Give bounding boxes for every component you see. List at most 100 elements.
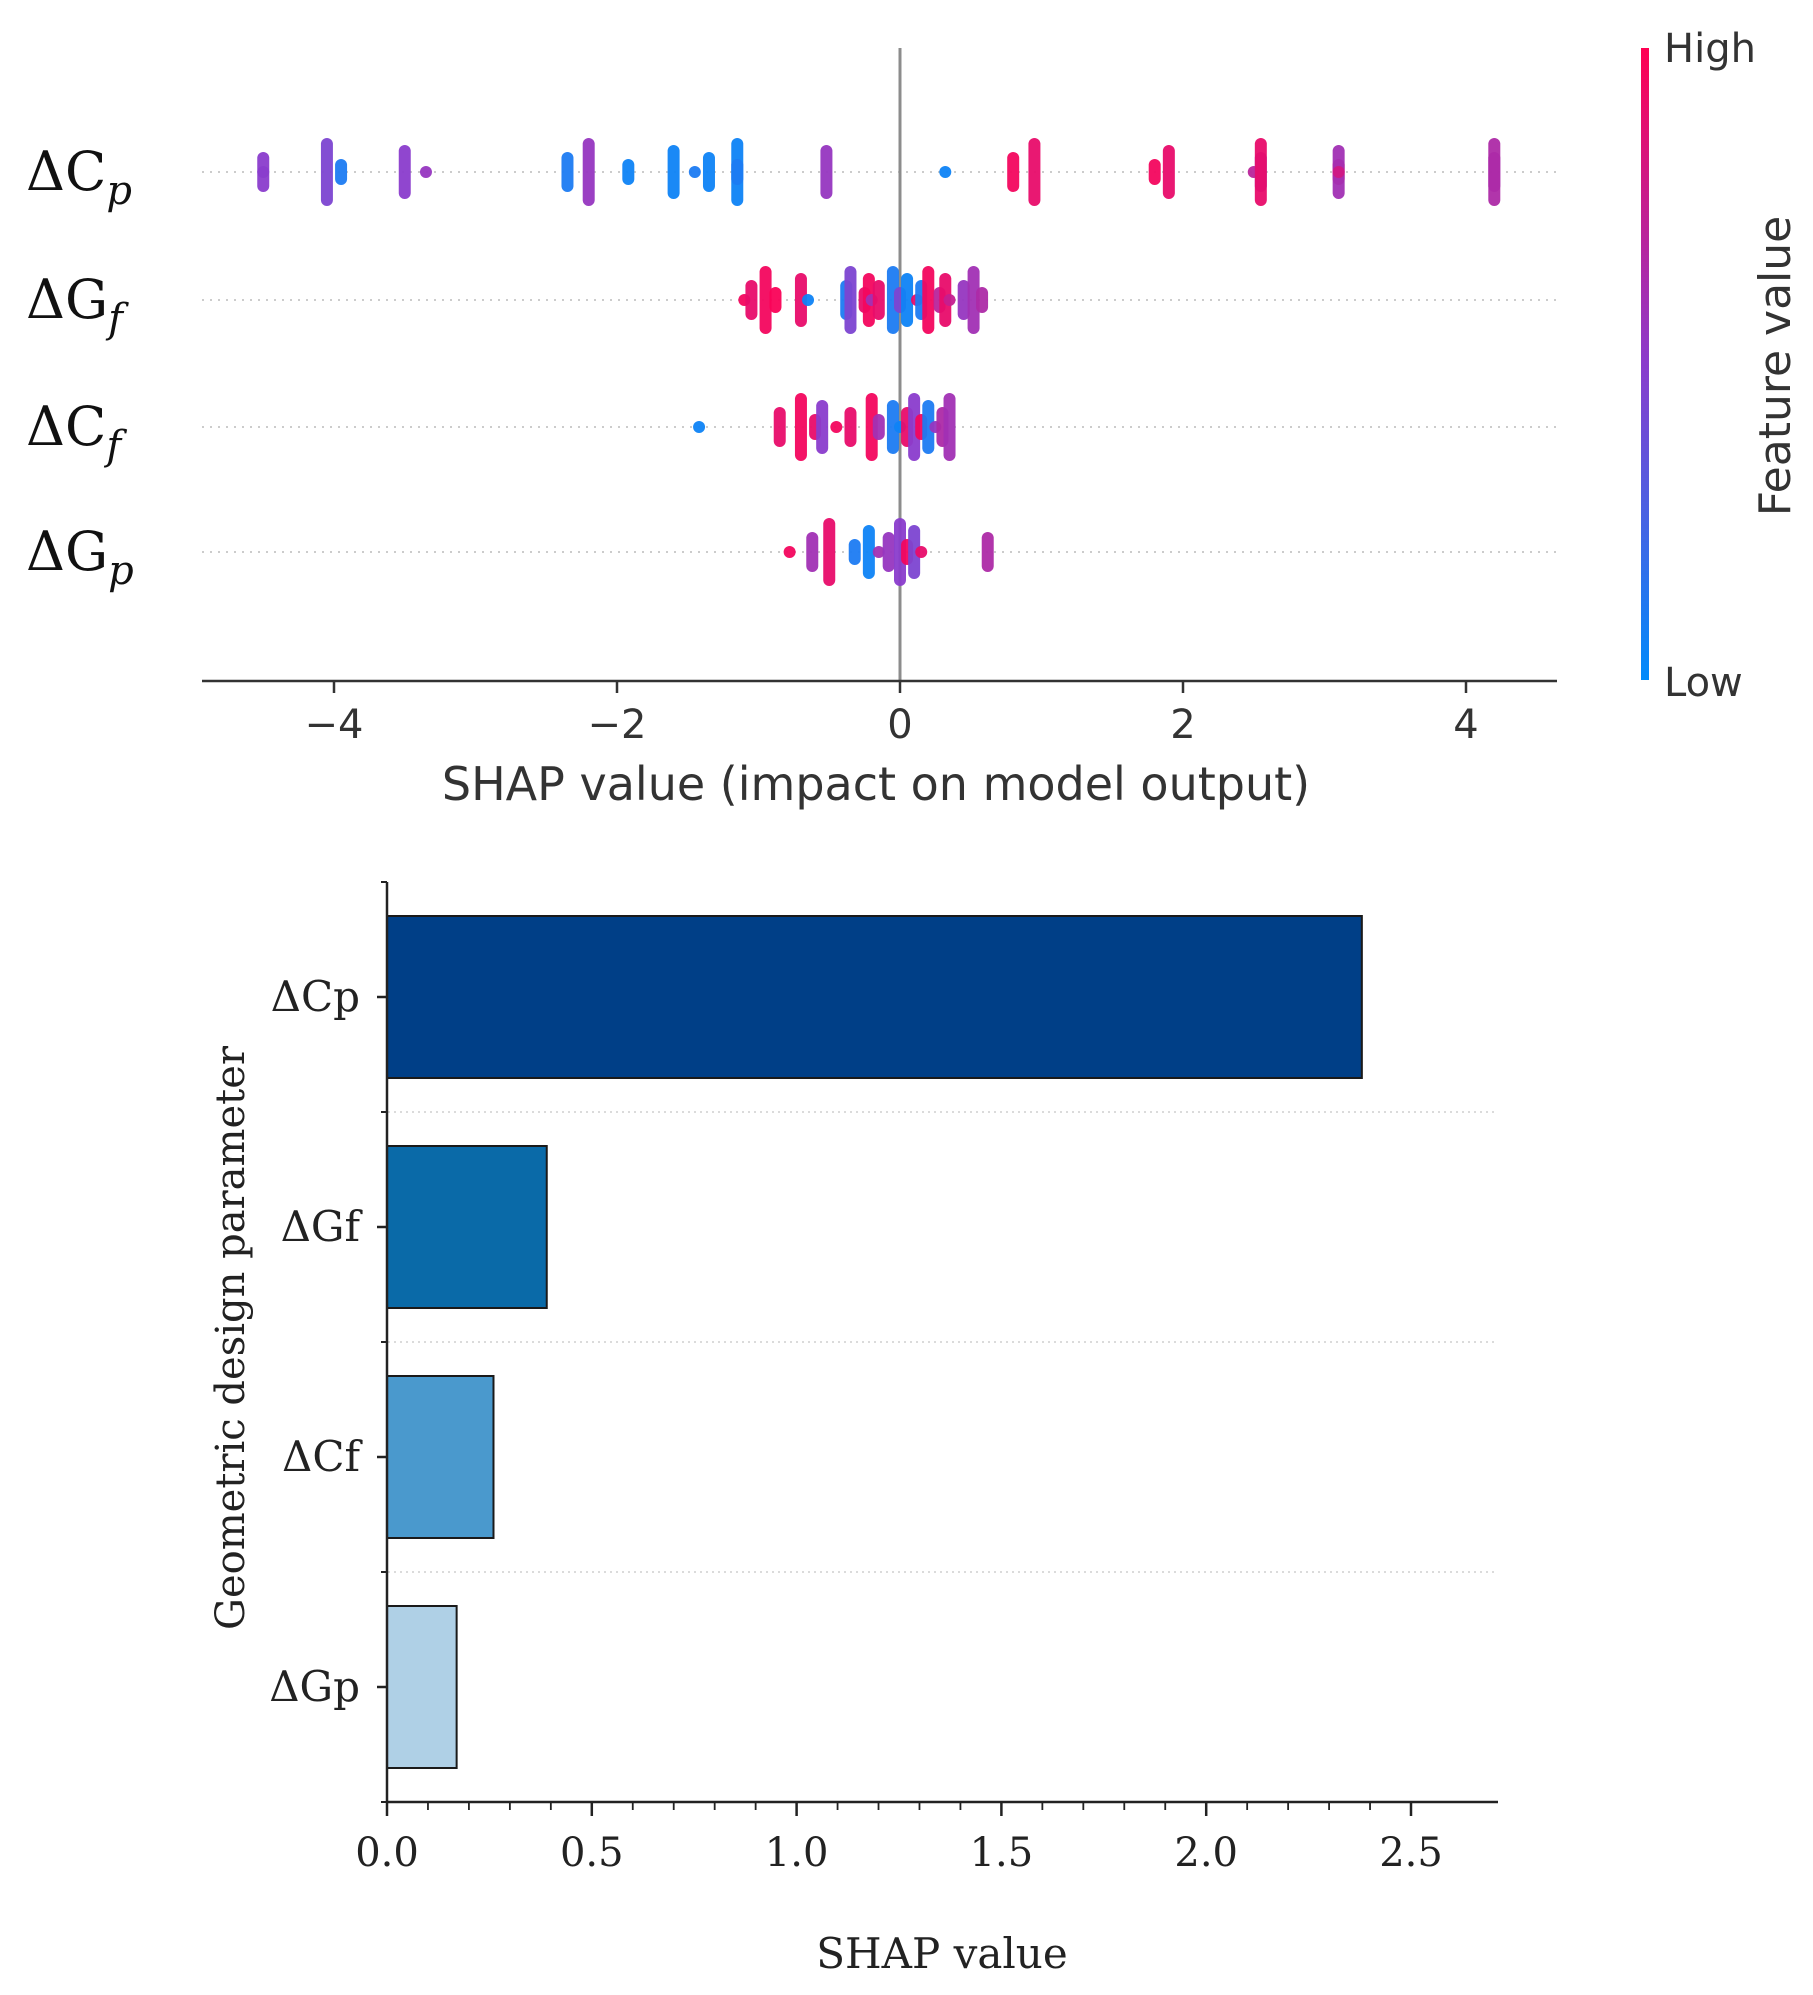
swarm-point <box>806 532 819 572</box>
bar-x-tick-label: 0.5 <box>560 1830 624 1876</box>
swarm-x-axis-label: SHAP value (impact on model output) <box>442 757 1310 811</box>
bar-x-tick-label: 1.0 <box>765 1830 829 1876</box>
swarm-point <box>667 145 680 199</box>
feature-label-base: ΔG <box>26 268 108 331</box>
swarm-point <box>872 414 885 440</box>
swarm-point <box>1028 138 1041 206</box>
swarm-point <box>802 294 815 306</box>
feature-row-guides <box>202 171 1557 553</box>
swarm-point <box>582 138 595 206</box>
swarm-point <box>335 159 348 185</box>
bar-x-ticks: 0.0 0.5 1.0 1.5 2.0 2.5 <box>355 1802 1443 1876</box>
swarm-point <box>1148 159 1161 185</box>
swarm-point <box>882 532 895 572</box>
swarm-x-tick-label: 4 <box>1453 702 1478 748</box>
swarm-point <box>759 266 772 334</box>
bar-category-label: ΔGf <box>281 1202 364 1251</box>
swarm-point <box>848 539 861 565</box>
swarm-point <box>886 400 899 454</box>
swarm-point <box>976 287 989 313</box>
swarm-point <box>957 280 970 320</box>
swarm-point <box>844 407 857 447</box>
bar-x-tick-label: 2.0 <box>1174 1830 1238 1876</box>
swarm-point <box>908 525 921 579</box>
bar-x-tick-label: 1.5 <box>970 1830 1034 1876</box>
swarm-point <box>1254 138 1267 206</box>
bar <box>386 1605 458 1769</box>
swarm-point <box>745 280 758 320</box>
feature-label: ΔCf <box>26 395 127 469</box>
swarm-point <box>820 145 833 199</box>
swarm-x-ticks: −4 −2 0 2 4 <box>305 681 1479 748</box>
swarm-point <box>967 266 980 334</box>
swarm-point <box>688 166 701 178</box>
swarm-point <box>1007 152 1020 192</box>
bar-category-label: ΔGp <box>269 1662 360 1711</box>
feature-label: ΔGp <box>26 520 134 594</box>
colorbar-low-label: Low <box>1664 660 1743 706</box>
swarm-point <box>816 400 829 454</box>
feature-label: ΔCp <box>26 140 132 214</box>
swarm-point <box>943 294 956 306</box>
swarm-point <box>922 266 935 334</box>
swarm-point <box>872 546 885 558</box>
swarm-point <box>783 546 796 558</box>
shap-importance-bar-chart: ΔCp ΔGf ΔCf ΔGp 0.0 0.5 1.0 1.5 2.0 2.5 SHAP val… <box>208 881 1498 1978</box>
colorbar <box>1641 48 1649 680</box>
bar <box>386 1375 495 1539</box>
bar-y-axis-label: Geometric design parameter <box>208 1045 254 1630</box>
bars <box>386 915 1363 1769</box>
swarm-point <box>862 525 875 579</box>
feature-label-base: ΔC <box>26 140 106 203</box>
bar <box>386 915 1363 1079</box>
swarm-point <box>769 287 782 313</box>
swarm-point <box>561 152 574 192</box>
swarm-point <box>794 273 807 327</box>
swarm-point <box>702 152 715 192</box>
swarm-point <box>872 280 885 320</box>
swarm-point <box>693 421 706 433</box>
swarm-point <box>844 266 857 334</box>
swarm-point <box>320 138 333 206</box>
swarm-x-tick-label: 2 <box>1170 702 1195 748</box>
bar-x-tick-label: 2.5 <box>1379 1830 1443 1876</box>
swarm-points <box>257 138 1501 586</box>
swarm-point <box>794 393 807 461</box>
swarm-point <box>731 159 744 185</box>
bar <box>386 1145 548 1309</box>
swarm-point <box>915 546 928 558</box>
swarm-point <box>823 518 836 586</box>
swarm-point <box>901 273 914 327</box>
feature-label-subscript: f <box>103 423 127 469</box>
feature-label-subscript: p <box>108 548 134 594</box>
feature-label-base: ΔC <box>26 395 106 458</box>
swarm-x-tick-label: 0 <box>887 702 912 748</box>
feature-label: ΔGf <box>26 268 129 342</box>
swarm-point <box>922 400 935 454</box>
swarm-point <box>830 421 843 433</box>
swarm-point <box>865 393 878 461</box>
swarm-point <box>1162 145 1175 199</box>
swarm-x-tick-label: −2 <box>588 702 647 748</box>
swarm-point <box>981 532 994 572</box>
swarm-point <box>886 266 899 334</box>
swarm-point <box>1488 138 1501 206</box>
swarm-point <box>894 518 906 586</box>
bar-category-labels: ΔCp ΔGf ΔCf ΔGp <box>269 881 387 1803</box>
swarm-point <box>908 393 921 461</box>
feature-label-subscript: f <box>105 296 129 342</box>
swarm-point <box>943 393 956 461</box>
bar-x-axis-label: SHAP value <box>816 1929 1067 1978</box>
swarm-point <box>419 166 432 178</box>
swarm-point <box>257 152 270 192</box>
swarm-point <box>1332 166 1345 178</box>
bar-category-label: ΔCp <box>271 972 360 1021</box>
feature-label-subscript: p <box>106 168 132 214</box>
bar-gridlines <box>388 1111 1498 1573</box>
swarm-point <box>773 407 786 447</box>
colorbar-label: Feature value <box>1750 216 1801 516</box>
swarm-point <box>939 166 952 178</box>
